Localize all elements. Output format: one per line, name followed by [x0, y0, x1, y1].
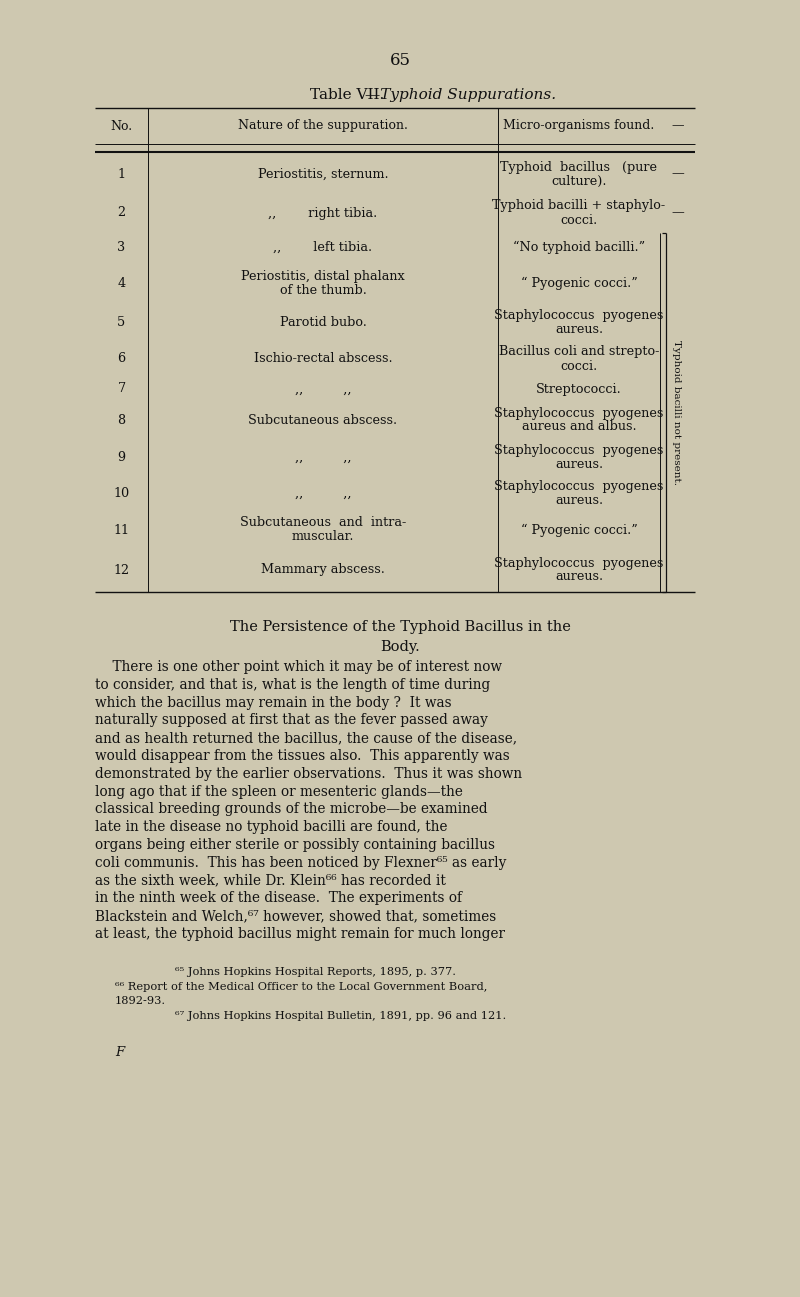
Text: Nature of the suppuration.: Nature of the suppuration. [238, 119, 408, 132]
Text: 65: 65 [390, 52, 410, 69]
Text: ,,          ,,: ,, ,, [294, 451, 351, 464]
Text: ⁶⁶ Report of the Medical Officer to the Local Government Board,: ⁶⁶ Report of the Medical Officer to the … [115, 982, 487, 992]
Text: ⁶⁵ Johns Hopkins Hospital Reports, 1895, p. 377.: ⁶⁵ Johns Hopkins Hospital Reports, 1895,… [175, 966, 456, 977]
Text: 10: 10 [114, 486, 130, 501]
Text: aureus.: aureus. [555, 323, 603, 336]
Text: aureus and albus.: aureus and albus. [522, 420, 636, 433]
Text: Mammary abscess.: Mammary abscess. [261, 563, 385, 576]
Text: Parotid bubo.: Parotid bubo. [279, 316, 366, 329]
Text: ,,        left tibia.: ,, left tibia. [274, 241, 373, 254]
Text: muscular.: muscular. [292, 530, 354, 543]
Text: Staphylococcus  pyogenes: Staphylococcus pyogenes [494, 406, 664, 419]
Text: Subcutaneous  and  intra-: Subcutaneous and intra- [240, 516, 406, 529]
Text: —Typhoid Suppurations.: —Typhoid Suppurations. [365, 88, 556, 102]
Text: Periostitis, sternum.: Periostitis, sternum. [258, 167, 388, 180]
Text: 2: 2 [118, 206, 126, 219]
Text: 9: 9 [118, 451, 126, 464]
Text: Typhoid bacilli + staphylo-: Typhoid bacilli + staphylo- [493, 200, 666, 213]
Text: 1: 1 [118, 167, 126, 180]
Text: Typhoid  bacillus   (pure: Typhoid bacillus (pure [501, 161, 658, 174]
Text: —: — [671, 119, 684, 132]
Text: Bacillus coli and strepto-: Bacillus coli and strepto- [499, 345, 659, 358]
Text: Blackstein and Welch,⁶⁷ however, showed that, sometimes: Blackstein and Welch,⁶⁷ however, showed … [95, 909, 496, 923]
Text: as the sixth week, while Dr. Klein⁶⁶ has recorded it: as the sixth week, while Dr. Klein⁶⁶ has… [95, 874, 446, 887]
Text: aureus.: aureus. [555, 571, 603, 584]
Text: aureus.: aureus. [555, 458, 603, 471]
Text: 1892-93.: 1892-93. [115, 996, 166, 1005]
Text: 7: 7 [118, 383, 126, 396]
Text: “ Pyogenic cocci.”: “ Pyogenic cocci.” [521, 276, 638, 291]
Text: Staphylococcus  pyogenes: Staphylococcus pyogenes [494, 556, 664, 569]
Text: —: — [671, 167, 684, 180]
Text: cocci.: cocci. [560, 214, 598, 227]
Text: Streptococci.: Streptococci. [536, 383, 622, 396]
Text: late in the disease no typhoid bacilli are found, the: late in the disease no typhoid bacilli a… [95, 820, 447, 834]
Text: aureus.: aureus. [555, 494, 603, 507]
Text: 12: 12 [114, 563, 130, 576]
Text: which the bacillus may remain in the body ?  It was: which the bacillus may remain in the bod… [95, 695, 452, 709]
Text: Subcutaneous abscess.: Subcutaneous abscess. [249, 414, 398, 427]
Text: Table VII.: Table VII. [310, 88, 384, 102]
Text: at least, the typhoid bacillus might remain for much longer: at least, the typhoid bacillus might rem… [95, 927, 505, 942]
Text: The Persistence of the Typhoid Bacillus in the: The Persistence of the Typhoid Bacillus … [230, 620, 570, 634]
Text: No.: No. [110, 119, 133, 132]
Text: organs being either sterile or possibly containing bacillus: organs being either sterile or possibly … [95, 838, 495, 852]
Text: to consider, and that is, what is the length of time during: to consider, and that is, what is the le… [95, 678, 490, 691]
Text: ,,          ,,: ,, ,, [294, 486, 351, 501]
Text: classical breeding grounds of the microbe—be examined: classical breeding grounds of the microb… [95, 803, 488, 816]
Text: ,,          ,,: ,, ,, [294, 383, 351, 396]
Text: There is one other point which it may be of interest now: There is one other point which it may be… [95, 660, 502, 674]
Text: 8: 8 [118, 414, 126, 427]
Text: ,,        right tibia.: ,, right tibia. [268, 206, 378, 219]
Text: Periostitis, distal phalanx: Periostitis, distal phalanx [241, 270, 405, 283]
Text: ⁶⁷ Johns Hopkins Hospital Bulletin, 1891, pp. 96 and 121.: ⁶⁷ Johns Hopkins Hospital Bulletin, 1891… [175, 1010, 506, 1021]
Text: Staphylococcus  pyogenes: Staphylococcus pyogenes [494, 444, 664, 457]
Text: Typhoid bacilli not present.: Typhoid bacilli not present. [671, 340, 681, 485]
Text: F: F [115, 1045, 124, 1058]
Text: 5: 5 [118, 316, 126, 329]
Text: “No typhoid bacilli.”: “No typhoid bacilli.” [513, 241, 645, 254]
Text: in the ninth week of the disease.  The experiments of: in the ninth week of the disease. The ex… [95, 891, 462, 905]
Text: and as health returned the bacillus, the cause of the disease,: and as health returned the bacillus, the… [95, 732, 517, 746]
Text: —: — [671, 206, 684, 219]
Text: Body.: Body. [380, 639, 420, 654]
Text: 4: 4 [118, 278, 126, 291]
Text: Ischio-rectal abscess.: Ischio-rectal abscess. [254, 353, 392, 366]
Text: Micro-organisms found.: Micro-organisms found. [503, 119, 654, 132]
Text: would disappear from the tissues also.  This apparently was: would disappear from the tissues also. T… [95, 748, 510, 763]
Text: 11: 11 [114, 524, 130, 537]
Text: naturally supposed at first that as the fever passed away: naturally supposed at first that as the … [95, 713, 488, 728]
Text: of the thumb.: of the thumb. [279, 284, 366, 297]
Text: coli communis.  This has been noticed by Flexner⁶⁵ as early: coli communis. This has been noticed by … [95, 856, 506, 870]
Text: Staphylococcus  pyogenes: Staphylococcus pyogenes [494, 480, 664, 493]
Text: 3: 3 [118, 241, 126, 254]
Text: “ Pyogenic cocci.”: “ Pyogenic cocci.” [521, 524, 638, 537]
Text: culture).: culture). [551, 175, 606, 188]
Text: Staphylococcus  pyogenes: Staphylococcus pyogenes [494, 309, 664, 322]
Text: cocci.: cocci. [560, 359, 598, 372]
Text: 6: 6 [118, 353, 126, 366]
Text: demonstrated by the earlier observations.  Thus it was shown: demonstrated by the earlier observations… [95, 767, 522, 781]
Text: long ago that if the spleen or mesenteric glands—the: long ago that if the spleen or mesenteri… [95, 785, 463, 799]
